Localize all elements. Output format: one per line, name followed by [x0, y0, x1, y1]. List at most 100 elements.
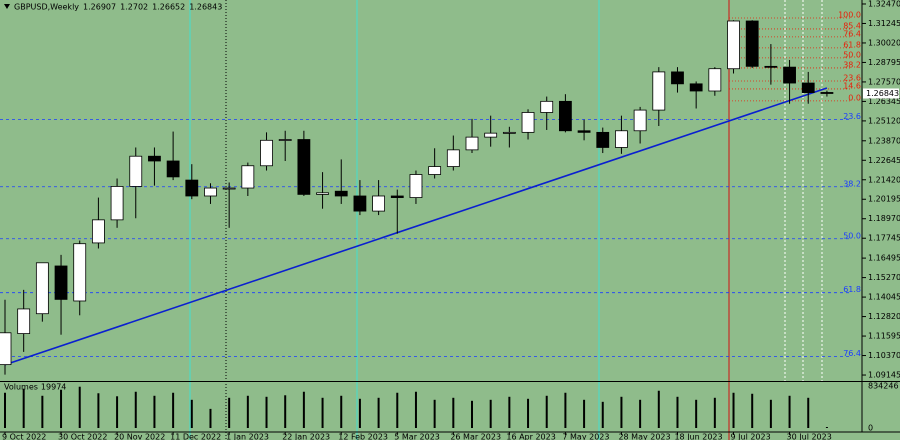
x-tick-label: 5 Mar 2023: [394, 433, 440, 440]
volume-tick-label: 834246: [868, 382, 899, 391]
candle-body: [278, 139, 292, 141]
candle-body: [484, 132, 498, 138]
candle-body: [148, 155, 161, 162]
fib-label: 23.6: [843, 73, 861, 82]
candle-body: [334, 190, 348, 197]
candle-body: [17, 308, 31, 334]
y-tick-label: 1.10370: [868, 351, 900, 360]
candle-body: [390, 195, 404, 198]
candle-body: [73, 243, 87, 302]
fib-label: 50.0: [843, 231, 861, 240]
candle-body: [316, 192, 329, 195]
candle-body: [166, 160, 180, 178]
candle-body: [596, 131, 610, 148]
candle-body: [633, 109, 647, 132]
header-close: 1.26843: [189, 3, 222, 12]
x-tick-label: 9 Jul 2023: [731, 433, 771, 440]
y-tick-label: 1.15270: [868, 273, 900, 282]
candle-body: [35, 262, 49, 315]
header-high: 1.2702: [120, 3, 148, 12]
y-tick-label: 1.25120: [868, 116, 900, 125]
fib-label: 76.4: [843, 349, 861, 358]
candle-body: [465, 136, 479, 151]
candle-body: [110, 186, 124, 221]
candle-body: [708, 68, 722, 92]
candle-body: [185, 179, 199, 197]
candle-body: [764, 65, 778, 68]
header-icon: [4, 4, 10, 9]
fib-label: 14.6: [843, 81, 861, 90]
candle-body: [222, 187, 236, 190]
x-tick-label: 9 Oct 2022: [2, 433, 46, 440]
candle-body: [92, 219, 105, 244]
candle-body: [353, 195, 367, 212]
candle-body: [446, 149, 460, 167]
y-tick-label: 1.16495: [868, 254, 900, 263]
candle-body: [521, 112, 535, 133]
candle-body: [0, 332, 12, 366]
y-tick-label: 1.28795: [868, 58, 900, 67]
y-tick-label: 1.11595: [868, 332, 900, 341]
x-tick-label: 16 Apr 2023: [506, 433, 555, 440]
header-open: 1.26907: [83, 3, 116, 12]
price-plot: [0, 17, 850, 375]
candle-body: [615, 130, 628, 148]
x-tick-label: 1 Jan 2023: [226, 433, 269, 440]
fib-label: 76.4: [843, 29, 861, 38]
candle-body: [783, 66, 796, 84]
fib-label: 38.2: [843, 60, 861, 69]
x-tick-label: 11 Dec 2022: [170, 433, 221, 440]
x-tick-label: 30 Oct 2022: [58, 433, 107, 440]
candle-body: [559, 100, 572, 132]
symbol: GBPUSD,Weekly: [14, 3, 79, 12]
trendline: [4, 87, 828, 366]
x-tick-label: 18 Jun 2023: [674, 433, 722, 440]
x-tick-label: 26 Mar 2023: [450, 433, 501, 440]
y-tick-label: 1.20195: [868, 195, 900, 204]
x-tick-label: 28 May 2023: [618, 433, 670, 440]
x-tick-label: 7 May 2023: [562, 433, 609, 440]
x-tick-label: 12 Feb 2023: [338, 433, 388, 440]
y-tick-label: 1.09145: [868, 371, 900, 380]
y-tick-label: 1.12820: [868, 312, 900, 321]
candle-body: [372, 195, 386, 212]
candle-body: [652, 71, 666, 111]
candle-body: [204, 187, 217, 197]
fib-label: 0.0: [848, 93, 861, 102]
candle-body: [54, 265, 68, 300]
candle-body: [241, 165, 255, 189]
fib-label: 61.8: [843, 285, 861, 294]
fib-label: 85.4: [843, 21, 861, 30]
y-tick-label: 1.26345: [868, 97, 900, 106]
fib-label: 100.0: [838, 10, 861, 19]
fib-label: 38.2: [843, 179, 861, 188]
y-tick-label: 1.30020: [868, 38, 900, 47]
volume-tick-label: 0: [868, 424, 873, 433]
candle-body: [689, 83, 703, 92]
y-tick-label: 1.14045: [868, 293, 900, 302]
y-tick-label: 1.23870: [868, 136, 900, 145]
x-tick-label: 22 Jan 2023: [282, 433, 330, 440]
x-tick-label: 20 Nov 2022: [114, 433, 165, 440]
y-tick-label: 1.18970: [868, 214, 900, 223]
candle-body: [260, 139, 273, 167]
candle-body: [540, 100, 554, 113]
volume-title: Volumes: [4, 383, 38, 392]
y-tick-label: 1.27570: [868, 77, 900, 86]
fib-label: 61.8: [843, 40, 861, 49]
candle-body: [502, 131, 516, 134]
candle-body: [801, 82, 815, 93]
volume-plot: [4, 386, 828, 428]
candle-body: [297, 139, 311, 195]
price-marker-label: 1.26843: [866, 89, 899, 98]
y-tick-label: 1.31245: [868, 19, 900, 28]
volume-last: 19974: [41, 383, 66, 392]
candle-body: [409, 174, 423, 198]
candle-body: [129, 155, 143, 187]
price-marker: [863, 88, 899, 99]
x-tick-label: 30 Jul 2023: [787, 433, 832, 440]
